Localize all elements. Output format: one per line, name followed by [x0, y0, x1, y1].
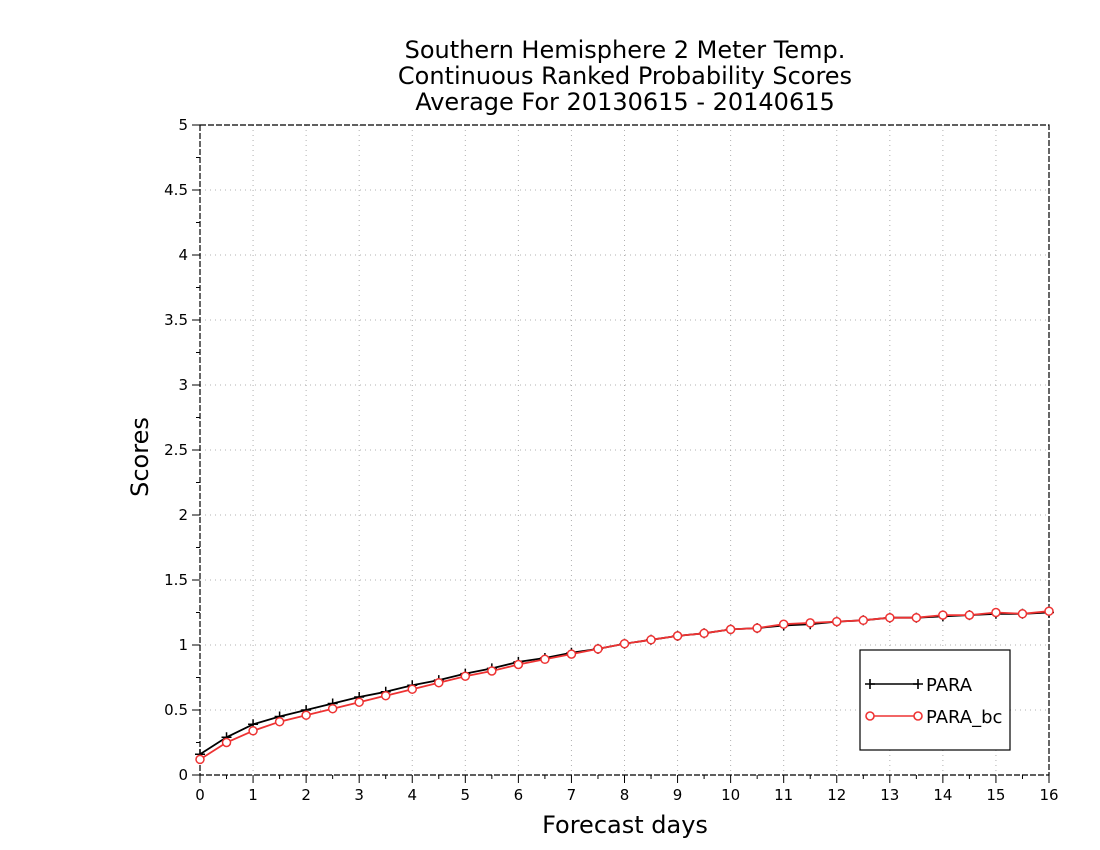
point-para-bc-14	[566, 649, 577, 659]
x-tick-label-12: 12	[827, 786, 846, 804]
legend-entry-para: PARA	[865, 675, 973, 696]
series-layer	[195, 606, 1054, 765]
chart-title-line-2: Continuous Ranked Probability Scores	[398, 62, 852, 90]
legend-label-para: PARA	[926, 675, 973, 696]
x-tick-label-9: 9	[673, 786, 683, 804]
point-para-bc-13	[540, 654, 550, 665]
point-para-bc-27	[911, 612, 922, 623]
x-tick-label-0: 0	[195, 786, 205, 804]
x-tick-label-7: 7	[567, 786, 577, 804]
x-tick-label-13: 13	[880, 786, 899, 804]
y-tick-label-2: 1	[178, 636, 188, 654]
point-para-bc-22	[778, 619, 789, 629]
x-axis-label: Forecast days	[542, 811, 708, 839]
point-para-bc-16	[619, 638, 630, 649]
point-para-bc-9	[434, 677, 444, 688]
point-para-bc-31	[1017, 609, 1028, 619]
y-tick-label-3: 1.5	[164, 571, 188, 589]
y-tick-label-10: 5	[178, 116, 188, 134]
point-para-bc-11	[487, 666, 497, 676]
point-para-bc-23	[805, 618, 815, 628]
point-para-bc-5	[327, 703, 338, 714]
axes: 0 1 2 3 4 5 6 7 8 9 10 11 12 13 14 15 1600.511.522.533.5…	[164, 116, 1058, 804]
x-tick-label-1: 1	[248, 786, 258, 804]
legend: PARA PARA_bc	[859, 649, 1011, 751]
y-tick-label-6: 3	[178, 376, 188, 394]
point-para-bc-29	[964, 610, 975, 620]
legend-label-para-bc: PARA_bc	[926, 707, 1002, 728]
y-tick-label-5: 2.5	[164, 441, 188, 459]
x-tick-label-4: 4	[407, 786, 417, 804]
point-para-bc-26	[885, 612, 895, 623]
point-para-bc-19	[699, 628, 709, 639]
x-tick-label-15: 15	[986, 786, 1005, 804]
point-para-bc-18	[672, 631, 683, 641]
legend-marker-para-bc-2	[913, 711, 923, 721]
x-tick-label-8: 8	[620, 786, 630, 804]
x-tick-label-11: 11	[774, 786, 793, 804]
point-para-bc-21	[752, 623, 762, 633]
y-axis-label: Scores	[126, 417, 154, 497]
y-tick-label-9: 4.5	[164, 181, 188, 199]
x-tick-label-10: 10	[721, 786, 740, 804]
legend-entry-para-bc: PARA_bc	[865, 707, 1002, 728]
point-para-bc-17	[646, 635, 656, 645]
x-tick-label-16: 16	[1039, 786, 1058, 804]
legend-marker-para-bc-1	[865, 711, 875, 721]
point-para-bc-20	[725, 624, 736, 635]
legend-box	[859, 649, 1011, 751]
chart-title-line-1: Southern Hemisphere 2 Meter Temp.	[405, 36, 846, 64]
point-para-bc-6	[354, 697, 364, 707]
point-para-bc-2	[248, 726, 258, 736]
x-tick-label-3: 3	[354, 786, 364, 804]
x-tick-label-14: 14	[933, 786, 952, 804]
point-para-bc-28	[938, 610, 948, 620]
legend-marker-para	[865, 679, 923, 689]
point-para-bc-1	[221, 737, 232, 748]
point-para-bc-24	[832, 616, 842, 627]
x-tick-label-6: 6	[514, 786, 524, 804]
point-para-bc-32	[1044, 606, 1054, 616]
chart-title-line-3: Average For 20130615 - 20140615	[415, 88, 835, 116]
point-para-bc-10	[460, 671, 471, 681]
point-para-bc-25	[858, 615, 869, 626]
x-tick-label-5: 5	[461, 786, 471, 804]
point-para-bc-7	[380, 690, 391, 701]
point-para-bc-0	[195, 754, 205, 765]
point-para-bc-15	[593, 644, 603, 654]
point-para-bc-8	[407, 684, 417, 694]
point-para-bc-3	[274, 716, 285, 727]
grid-lines	[200, 125, 1049, 775]
point-para-bc-30	[991, 607, 1001, 618]
x-tick-label-2: 2	[301, 786, 311, 804]
y-tick-label-0: 0	[178, 766, 188, 784]
point-para-bc-12	[513, 659, 524, 670]
y-tick-label-7: 3.5	[164, 311, 188, 329]
y-tick-label-8: 4	[178, 246, 188, 264]
y-tick-label-1: 0.5	[164, 701, 188, 719]
point-para-bc-4	[301, 710, 311, 720]
chart-title: Southern Hemisphere 2 Meter Temp. Contin…	[398, 36, 852, 116]
y-tick-label-4: 2	[178, 506, 188, 524]
